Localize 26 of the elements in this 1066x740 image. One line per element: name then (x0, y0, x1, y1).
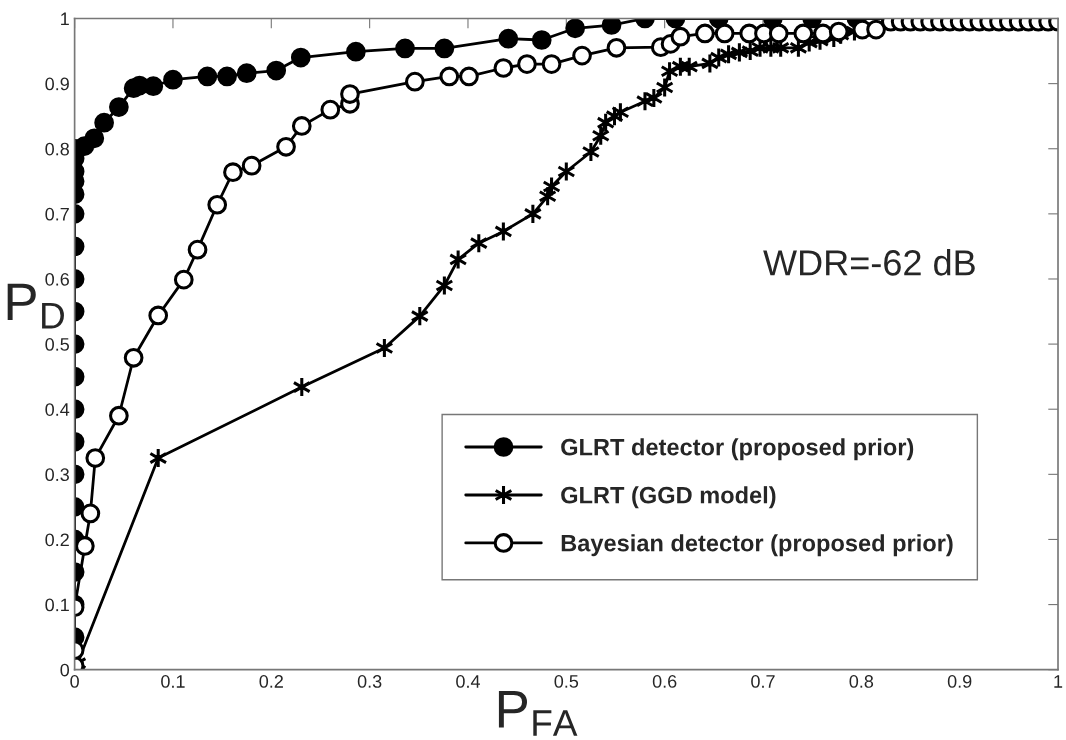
x-axis-title: P$_{FA}$ (498, 691, 578, 736)
x-tick-label: 1 (1054, 675, 1063, 688)
legend-label: GLRT (GGD model) (561, 486, 776, 509)
x-tick-label: 0.1 (161, 675, 185, 688)
legend-label: GLRT detector (proposed prior) (561, 438, 914, 461)
x-tick-label: 0.4 (456, 675, 480, 688)
y-tick-label: 0.2 (45, 533, 69, 547)
y-tick-label: 0.5 (45, 338, 69, 351)
x-tick-label: 0.7 (751, 675, 775, 688)
x-tick-label: 0.6 (652, 675, 677, 688)
y-tick-label: 0.8 (45, 142, 69, 156)
y-tick-label: 0.7 (45, 207, 69, 221)
y-tick-label: 0 (60, 663, 70, 677)
x-tick-label: 0 (70, 675, 79, 688)
x-tick-label: 0.5 (554, 675, 579, 688)
y-tick-label: 0.3 (45, 468, 69, 482)
y-tick-label: 0.1 (45, 598, 69, 612)
x-tick-label: 0.2 (259, 675, 283, 688)
y-tick-label: 1 (61, 12, 69, 26)
y-tick-label: 0.4 (45, 403, 70, 416)
x-tick-label: 0.8 (849, 675, 874, 688)
x-tick-label: 0.3 (357, 675, 382, 688)
x-tick-label: 0.9 (947, 675, 972, 688)
legend-label: Bayesian detector (proposed prior) (561, 534, 953, 557)
annotation: WDR=-62 dB (763, 249, 975, 276)
y-tick-label: 0.9 (45, 77, 69, 91)
